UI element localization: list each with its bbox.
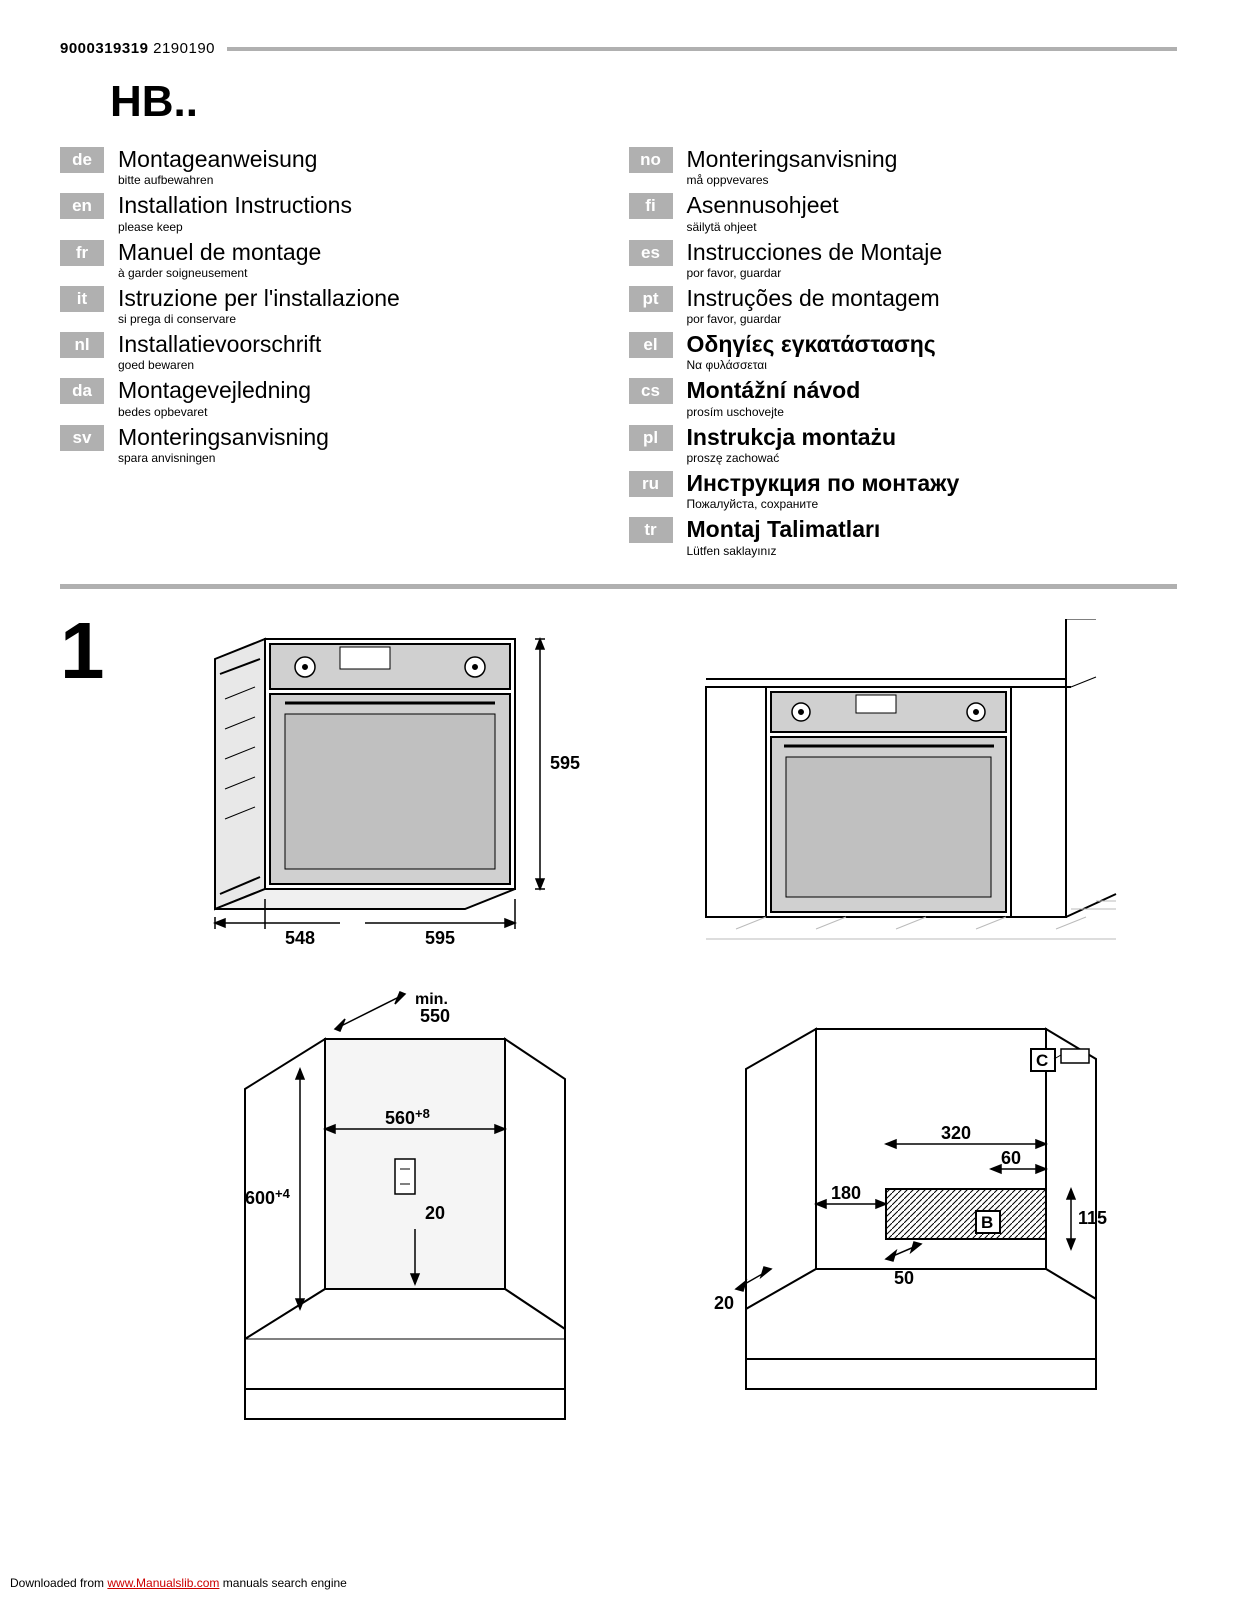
- language-column-left: de Montageanweisungbitte aufbewahren en Ins…: [60, 147, 609, 564]
- language-column-right: no Monteringsanvisningmå oppvevares fi Asen…: [629, 147, 1178, 564]
- language-subtitle: spara anvisningen: [118, 451, 329, 465]
- language-badge: no: [629, 147, 673, 173]
- language-badge: en: [60, 193, 104, 219]
- language-title: Montaj Talimatları: [687, 517, 881, 542]
- language-row-it: it Istruzione per l'installazionesi prega…: [60, 286, 609, 326]
- dim-depth: 548: [285, 928, 315, 948]
- language-badge: el: [629, 332, 673, 358]
- language-title: Montageanweisung: [118, 147, 317, 172]
- product-code: HB..: [110, 77, 1177, 127]
- language-row-no: no Monteringsanvisningmå oppvevares: [629, 147, 1178, 187]
- language-row-fr: fr Manuel de montageà garder soigneusemen…: [60, 240, 609, 280]
- header-rule: [227, 47, 1177, 51]
- label-c: C: [1036, 1051, 1048, 1070]
- section-number: 1: [60, 619, 105, 683]
- language-row-tr: tr Montaj Talimatları Lütfen saklayınız: [629, 517, 1178, 557]
- language-row-cs: cs Montážní návod prosím uschovejte: [629, 378, 1178, 418]
- diagrams-grid: 595 548 595: [145, 619, 1178, 1429]
- diagram-oven-installed: [676, 619, 1177, 959]
- dim-180: 180: [831, 1183, 861, 1203]
- language-subtitle: prosím uschovejte: [687, 405, 861, 419]
- language-subtitle: Να φυλάσσεται: [687, 358, 936, 372]
- diagram-cabinet-cavity: min. 550 560+8 600+4 20: [145, 989, 646, 1429]
- dim-50: 50: [894, 1268, 914, 1288]
- language-subtitle: goed bewaren: [118, 358, 321, 372]
- language-subtitle: por favor, guardar: [687, 312, 940, 326]
- dim-20: 20: [714, 1293, 734, 1313]
- language-badge: it: [60, 286, 104, 312]
- language-subtitle: bedes opbevaret: [118, 405, 311, 419]
- language-subtitle: Lütfen saklayınız: [687, 544, 881, 558]
- header-code-bold: 9000319319: [60, 40, 148, 57]
- language-title: Installatievoorschrift: [118, 332, 321, 357]
- language-title: Monteringsanvisning: [118, 425, 329, 450]
- dim-depth-value: 550: [420, 1006, 450, 1026]
- language-title: Instrucciones de Montaje: [687, 240, 943, 265]
- section-divider: [60, 584, 1177, 589]
- language-badge: tr: [629, 517, 673, 543]
- language-subtitle: Пожалуйста, сохраните: [687, 497, 960, 511]
- diagram-section: 1: [60, 619, 1177, 1429]
- language-badge: ru: [629, 471, 673, 497]
- language-title: Montagevejledning: [118, 378, 311, 403]
- language-row-en: en Installation Instructions please keep: [60, 193, 609, 233]
- language-list: de Montageanweisungbitte aufbewahren en Ins…: [60, 147, 1177, 564]
- language-row-sv: sv Monteringsanvisningspara anvisningen: [60, 425, 609, 465]
- language-badge: pl: [629, 425, 673, 451]
- language-subtitle: à garder soigneusement: [118, 266, 321, 280]
- footer-link[interactable]: www.Manualslib.com: [107, 1576, 219, 1590]
- language-row-el: el Οδηγίες εγκατάστασηςΝα φυλάσσεται: [629, 332, 1178, 372]
- language-row-da: da Montagevejledning bedes opbevaret: [60, 378, 609, 418]
- language-subtitle: säilytä ohjeet: [687, 220, 839, 234]
- language-badge: es: [629, 240, 673, 266]
- language-title: Istruzione per l'installazione: [118, 286, 400, 311]
- language-title: Οδηγίες εγκατάστασης: [687, 332, 936, 357]
- footer-suffix: manuals search engine: [219, 1576, 346, 1590]
- language-badge: fr: [60, 240, 104, 266]
- language-title: Инструкция по монтажу: [687, 471, 960, 496]
- language-row-de: de Montageanweisungbitte aufbewahren: [60, 147, 609, 187]
- dim-320: 320: [941, 1123, 971, 1143]
- language-badge: pt: [629, 286, 673, 312]
- footer-prefix: Downloaded from: [10, 1576, 107, 1590]
- language-row-pt: pt Instruções de montagempor favor, guard…: [629, 286, 1178, 326]
- header-bar: 9000319319 2190190: [60, 40, 1177, 57]
- language-subtitle: bitte aufbewahren: [118, 173, 317, 187]
- footer: Downloaded from www.Manualslib.com manua…: [10, 1576, 347, 1590]
- language-badge: de: [60, 147, 104, 173]
- dim-60: 60: [1001, 1148, 1021, 1168]
- language-title: Montážní návod: [687, 378, 861, 403]
- label-b: B: [981, 1213, 993, 1232]
- dim-height: 595: [550, 753, 580, 773]
- language-title: Manuel de montage: [118, 240, 321, 265]
- dim-front-gap: 20: [425, 1203, 445, 1223]
- dim-115: 115: [1078, 1208, 1107, 1228]
- language-badge: fi: [629, 193, 673, 219]
- language-row-fi: fi Asennusohjeet säilytä ohjeet: [629, 193, 1178, 233]
- language-subtitle: må oppvevares: [687, 173, 898, 187]
- language-subtitle: por favor, guardar: [687, 266, 943, 280]
- language-badge: nl: [60, 332, 104, 358]
- language-badge: da: [60, 378, 104, 404]
- language-row-es: es Instrucciones de Montajepor favor, gua…: [629, 240, 1178, 280]
- language-subtitle: si prega di conservare: [118, 312, 400, 326]
- language-row-nl: nl Installatievoorschriftgoed bewaren: [60, 332, 609, 372]
- language-title: Instruções de montagem: [687, 286, 940, 311]
- language-row-pl: pl Instrukcja montażuproszę zachować: [629, 425, 1178, 465]
- diagram-rear-connection: 320 60 180 115 50 20 B C: [676, 989, 1177, 1429]
- language-title: Instrukcja montażu: [687, 425, 897, 450]
- language-title: Asennusohjeet: [687, 193, 839, 218]
- language-title: Monteringsanvisning: [687, 147, 898, 172]
- dim-width: 595: [425, 928, 455, 948]
- header-code-light: 2190190: [153, 40, 215, 57]
- language-subtitle: proszę zachować: [687, 451, 897, 465]
- language-subtitle: please keep: [118, 220, 352, 234]
- language-row-ru: ru Инструкция по монтажуПожалуйста, сохра…: [629, 471, 1178, 511]
- language-title: Installation Instructions: [118, 193, 352, 218]
- language-badge: sv: [60, 425, 104, 451]
- header-codes: 9000319319 2190190: [60, 40, 215, 57]
- language-badge: cs: [629, 378, 673, 404]
- diagram-oven-front: 595 548 595: [145, 619, 646, 959]
